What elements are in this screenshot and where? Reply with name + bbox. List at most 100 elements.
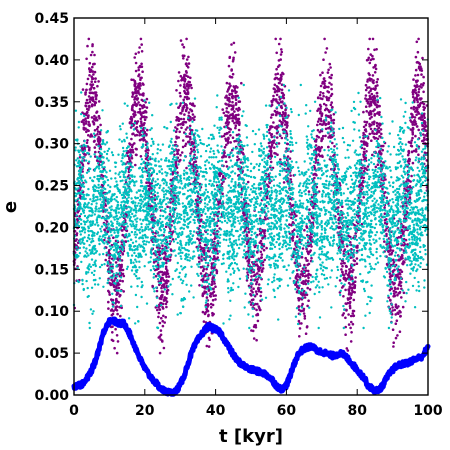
purple-point (319, 107, 322, 111)
purple-point (95, 143, 98, 146)
purple-point (125, 151, 129, 155)
purple-point (179, 111, 182, 115)
purple-point (224, 96, 227, 99)
cyan-point (250, 233, 253, 237)
purple-point (340, 268, 343, 271)
purple-point (225, 107, 229, 110)
purple-point (134, 103, 138, 106)
purple-point (298, 275, 302, 279)
purple-point (98, 137, 102, 140)
purple-point (414, 68, 418, 72)
purple-point (232, 41, 236, 45)
cyan-point (240, 148, 243, 151)
purple-point (401, 305, 405, 309)
purple-point (424, 134, 427, 137)
purple-point (227, 121, 231, 124)
purple-point (370, 139, 373, 142)
purple-point (131, 150, 135, 154)
purple-point (189, 152, 192, 155)
purple-point (324, 127, 328, 131)
purple-point (87, 148, 91, 152)
cyan-point (330, 189, 333, 192)
purple-point (402, 244, 406, 247)
purple-point (416, 100, 420, 104)
purple-point (383, 240, 386, 243)
purple-point (164, 267, 168, 271)
purple-point (154, 274, 158, 278)
purple-point (327, 96, 331, 100)
purple-point (213, 237, 216, 241)
purple-point (268, 131, 271, 135)
purple-point (144, 101, 147, 104)
purple-point (378, 111, 381, 114)
purple-point (350, 320, 353, 324)
cyan-point (285, 214, 288, 217)
purple-point (391, 269, 395, 273)
purple-point (201, 310, 205, 314)
purple-point (302, 312, 306, 315)
purple-point (402, 260, 405, 263)
purple-point (388, 272, 392, 275)
cyan-point (306, 230, 309, 233)
purple-point (259, 294, 263, 298)
purple-point (410, 150, 414, 153)
purple-point (187, 97, 191, 100)
purple-point (317, 153, 321, 156)
purple-point (84, 104, 87, 107)
purple-point (348, 306, 352, 310)
cyan-point (367, 168, 371, 171)
purple-point (260, 253, 264, 256)
purple-point (422, 105, 425, 109)
purple-point (278, 111, 282, 115)
purple-point (374, 63, 377, 67)
purple-point (195, 173, 198, 177)
purple-point (93, 80, 97, 83)
cyan-point (165, 157, 168, 160)
purple-point (345, 265, 348, 268)
purple-point (176, 150, 179, 153)
cyan-point (309, 109, 312, 113)
purple-point (364, 142, 367, 146)
purple-point (255, 313, 258, 317)
purple-point (234, 126, 237, 130)
cyan-point (298, 284, 301, 287)
purple-point (228, 99, 231, 103)
cyan-point (268, 255, 271, 259)
cyan-point (134, 258, 137, 261)
purple-point (236, 155, 239, 159)
purple-point (373, 95, 376, 98)
cyan-point (376, 170, 379, 174)
purple-point (103, 238, 106, 242)
purple-point (192, 118, 196, 121)
purple-point (182, 98, 185, 102)
purple-point (262, 230, 266, 233)
purple-point (316, 96, 320, 100)
purple-point (281, 100, 284, 103)
purple-point (128, 159, 132, 162)
purple-point (259, 239, 263, 243)
cyan-point (191, 208, 194, 211)
purple-point (320, 114, 324, 118)
purple-point (231, 72, 235, 76)
purple-point (417, 153, 420, 156)
purple-point (309, 249, 313, 252)
cyan-point (203, 280, 206, 284)
purple-point (325, 95, 328, 99)
cyan-point (140, 126, 143, 130)
purple-point (159, 270, 162, 274)
cyan-point (252, 268, 256, 272)
cyan-point (105, 141, 109, 144)
purple-point (414, 122, 418, 126)
purple-point (252, 298, 255, 301)
purple-point (174, 140, 177, 144)
purple-point (135, 126, 139, 129)
purple-point (95, 118, 99, 122)
purple-point (236, 119, 240, 123)
purple-point (283, 123, 287, 126)
purple-point (407, 149, 411, 153)
cyan-point (172, 155, 176, 159)
purple-point (315, 173, 318, 177)
cyan-point (406, 195, 409, 199)
purple-point (408, 196, 412, 199)
purple-point (111, 325, 114, 329)
